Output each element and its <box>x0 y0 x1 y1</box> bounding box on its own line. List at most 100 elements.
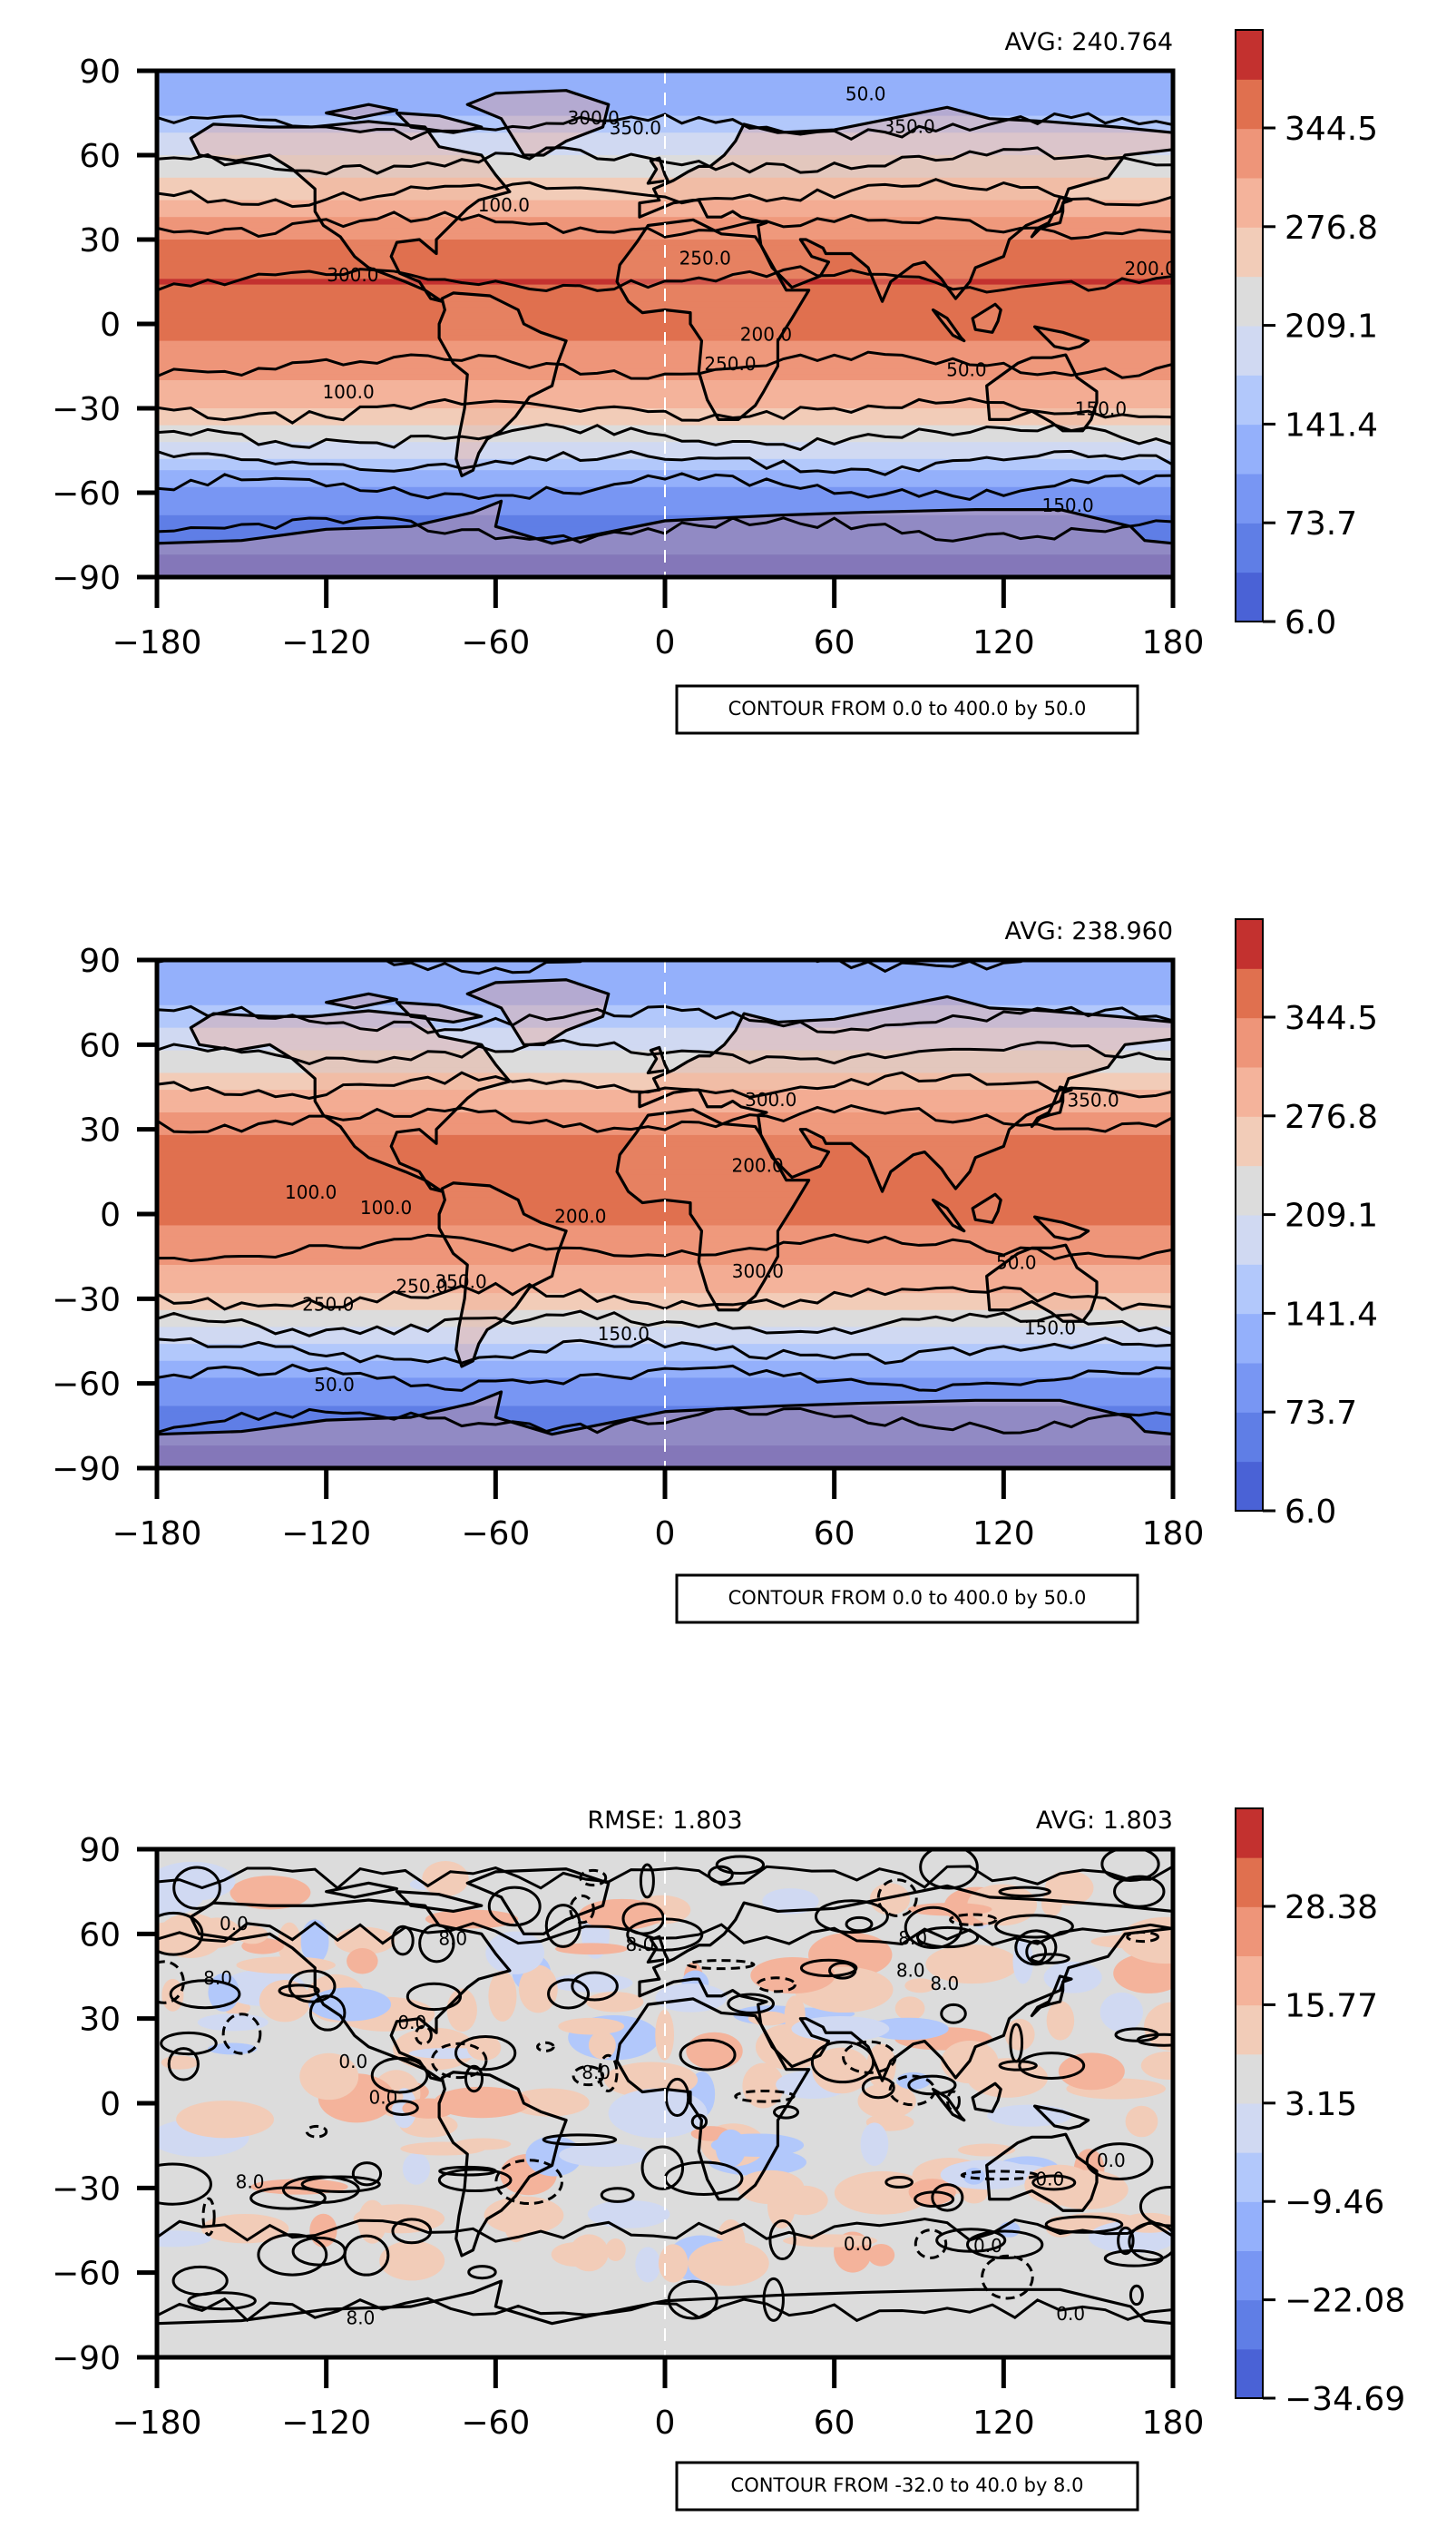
contour-label-bg <box>218 1913 250 1934</box>
contour-label-bg <box>201 1967 234 1989</box>
anomaly-patch <box>466 2034 502 2061</box>
contour-label-bg <box>678 248 733 269</box>
colorbar-segment <box>1236 572 1263 622</box>
contour-line <box>257 2233 328 2277</box>
zonal-band <box>157 1151 1173 1159</box>
coastline <box>985 2132 1099 2212</box>
zonal-band <box>157 498 1173 504</box>
contour-label-bg <box>729 1154 785 1176</box>
coastline <box>646 1934 669 1964</box>
zonal-band <box>157 1406 1173 1413</box>
contour-line <box>1014 1929 1058 1966</box>
contour-label-bg <box>367 2086 400 2108</box>
anomaly-patch <box>554 1943 628 1955</box>
zonal-band <box>157 453 1173 460</box>
zonal-band <box>157 127 1173 133</box>
contour-line <box>907 2074 957 2096</box>
x-tick-label: −120 <box>281 624 371 661</box>
contour-label: 50.0 <box>996 1252 1037 1274</box>
coastline <box>985 353 1099 433</box>
contour-line <box>1085 2142 1154 2180</box>
colorbar-tick-label: −9.46 <box>1285 2184 1384 2221</box>
y-tick-label: −60 <box>52 2256 121 2293</box>
anomaly-patch <box>278 1922 301 1964</box>
anomaly-patch <box>161 2055 199 2070</box>
colorbar-tick-label: 276.8 <box>1285 210 1378 247</box>
anomaly-patch <box>1043 1961 1102 1993</box>
contour-label: 150.0 <box>1041 495 1093 516</box>
contour-label-bg <box>1073 397 1129 419</box>
contour-label: 8.0 <box>626 1934 655 1955</box>
contour-line <box>1138 2186 1173 2228</box>
zonal-band <box>157 1101 1173 1108</box>
coastline <box>325 103 399 121</box>
coastline <box>646 1045 669 1075</box>
contour-label-bg <box>702 353 757 375</box>
anomaly-patch <box>1058 2052 1125 2091</box>
contour-label-bg <box>596 1323 651 1345</box>
contour-line <box>1044 2215 1124 2234</box>
zonal-band <box>157 565 1173 573</box>
zonal-band <box>157 414 1173 420</box>
contour-line <box>544 1904 581 1948</box>
colorbar-segment <box>1236 1412 1263 1463</box>
panel-top: 100.0 100.0 150.0 150.0 200.0 200.0 250.0 250.0… <box>52 28 1378 735</box>
contour-label: 300.0 <box>327 264 378 286</box>
land-shade <box>972 1194 1002 1223</box>
anomaly-patch <box>1046 2001 1075 2041</box>
coastline <box>157 1390 1173 1468</box>
colorbar-segment <box>1236 375 1263 426</box>
contour-line <box>454 2034 517 2072</box>
contour-line <box>157 2218 1173 2243</box>
y-tick-label: 60 <box>79 138 121 175</box>
zonal-band <box>157 1039 1173 1045</box>
anomaly-patch <box>157 2230 212 2248</box>
zonal-band <box>157 971 1173 978</box>
contour-line <box>157 1337 1173 1365</box>
zonal-band <box>157 386 1173 392</box>
contour-line <box>418 1924 455 1964</box>
colorbar-tick-label: −22.08 <box>1285 2283 1405 2320</box>
contour-label-bg <box>730 1260 786 1282</box>
colorbar-segment <box>1236 2348 1263 2399</box>
contour-label: 50.0 <box>946 359 987 381</box>
contour-info-text: CONTOUR FROM 0.0 to 400.0 by 50.0 <box>728 1587 1087 1609</box>
contour-line <box>571 1971 619 2002</box>
coastline <box>931 308 966 343</box>
avg-label: AVG: 1.803 <box>1036 1807 1173 1835</box>
contour-line <box>799 1958 858 1978</box>
contour-line <box>169 1979 241 2010</box>
colorbar-segment <box>1236 1313 1263 1364</box>
zonal-band <box>157 211 1173 218</box>
zonal-band <box>157 301 1173 308</box>
contour-info-box: CONTOUR FROM -32.0 to 40.0 by 8.0 <box>675 2461 1139 2512</box>
contour-line <box>1031 2174 1077 2191</box>
contour-label: 8.0 <box>236 2170 265 2192</box>
coastline <box>395 1890 484 1914</box>
contour-label-bg <box>300 1294 356 1316</box>
avg-label: AVG: 240.764 <box>1005 28 1173 56</box>
contour-label-bg <box>552 1205 608 1227</box>
contour-line <box>464 2064 484 2093</box>
colorbar-tick-label: 209.1 <box>1285 309 1378 346</box>
colorbar-segment <box>1236 1363 1263 1413</box>
coastline <box>1032 325 1090 351</box>
contour-label: 100.0 <box>478 194 530 216</box>
contour-line <box>157 1071 1173 1100</box>
contour-line <box>940 2003 967 2024</box>
contour-line <box>884 2176 914 2189</box>
contour-label-bg <box>896 1927 929 1949</box>
zonal-band <box>157 1191 1173 1198</box>
zonal-band <box>157 1434 1173 1441</box>
contour-line <box>487 1885 542 1927</box>
coastline <box>189 1009 512 1193</box>
contour-label-bg <box>1040 495 1095 516</box>
contour-line <box>406 1982 463 2012</box>
anomaly-patch <box>551 2242 601 2267</box>
contour-label: 100.0 <box>360 1197 412 1219</box>
contour-line <box>160 2031 218 2056</box>
contour-line <box>1030 1953 1070 1964</box>
zonal-band <box>157 1451 1173 1458</box>
contour-label-bg <box>1054 2303 1087 2325</box>
contour-line <box>861 2076 895 2100</box>
